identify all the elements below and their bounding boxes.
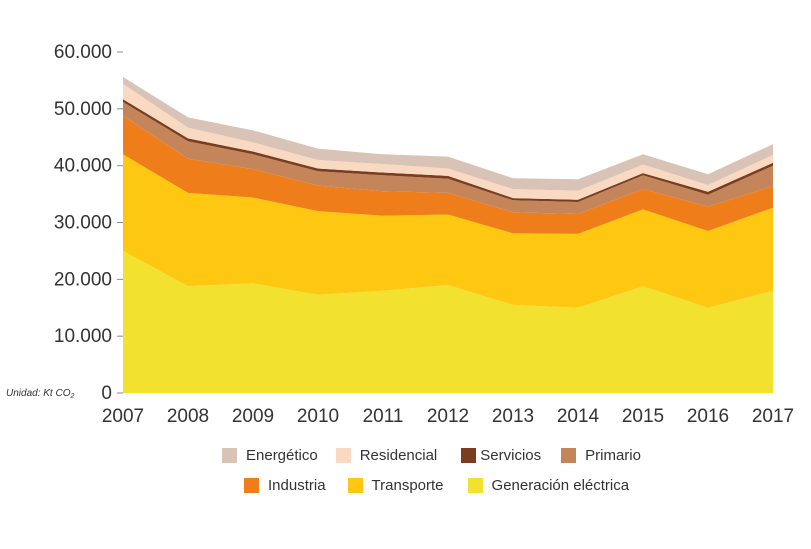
legend-label-primario: Primario	[585, 447, 641, 464]
legend-item-industria: Industria	[244, 477, 326, 494]
legend-label-energetico: Energético	[246, 447, 318, 464]
y-tick-label: 40.000	[54, 156, 112, 177]
area-residencial	[123, 83, 773, 200]
y-tick-label: 0	[101, 383, 112, 404]
x-tick-label: 2013	[492, 406, 534, 427]
x-tick-label: 2009	[232, 406, 274, 427]
x-tick-label: 2014	[557, 406, 600, 427]
legend-row-2: Industria Transporte Generación eléctric…	[244, 477, 629, 494]
x-tick-label: 2017	[752, 406, 794, 427]
legend-swatch-residencial	[335, 448, 351, 463]
legend-item-servicios: Servicios	[461, 447, 541, 464]
y-tick-label: 20.000	[54, 269, 112, 290]
legend-swatch-energetico	[222, 448, 237, 463]
area-generacion-electrica	[123, 250, 773, 393]
y-tick-label: 30.000	[54, 213, 112, 234]
legend-label-servicios: Servicios	[480, 447, 542, 464]
x-tick-label: 2008	[167, 406, 209, 427]
legend-item-transporte: Transporte	[347, 477, 444, 494]
legend-item-residencial: Residencial	[335, 447, 438, 464]
area-industria	[123, 115, 773, 234]
y-tick-label: 50.000	[54, 99, 112, 120]
x-tick-label: 2010	[297, 406, 339, 427]
legend-swatch-servicios	[461, 448, 477, 463]
x-tick-label: 2015	[622, 406, 664, 427]
legend-swatch-primario	[561, 448, 577, 463]
area-energetico	[123, 77, 773, 191]
legend-swatch-industria	[244, 478, 259, 493]
y-tick-label: 10.000	[54, 326, 112, 347]
legend-item-generacion-electrica: Generación eléctrica	[467, 477, 630, 494]
legend-item-primario: Primario	[561, 447, 641, 464]
legend-label-residencial: Residencial	[359, 447, 438, 464]
legend-item-energetico: Energético	[222, 447, 318, 464]
legend-row-1: Energético Residencial Servicios Primari…	[222, 447, 641, 464]
x-tick-label: 2012	[427, 406, 469, 427]
x-tick-label: 2011	[363, 406, 404, 427]
area-layers	[123, 77, 773, 393]
area-transporte	[123, 154, 773, 308]
x-tick-label: 2007	[102, 406, 144, 427]
y-tick-label: 60.000	[54, 42, 112, 63]
y-axis-ticks: 0 10.000 20.000 30.000 40.000 50.000 60.000	[54, 42, 123, 404]
legend-swatch-generacion-electrica	[467, 478, 483, 493]
legend-label-generacion-electrica: Generación eléctrica	[491, 477, 630, 494]
x-tick-label: 2016	[687, 406, 729, 427]
legend-label-industria: Industria	[268, 477, 326, 494]
unit-label: Unidad: Kt CO2	[6, 388, 74, 400]
legend-label-transporte: Transporte	[371, 477, 444, 494]
x-axis-ticks: 2007 2008 2009 2010 2011 2012 2013 2014 2015 2016…	[102, 406, 794, 427]
legend-swatch-transporte	[347, 478, 363, 493]
area-primario	[123, 102, 773, 214]
